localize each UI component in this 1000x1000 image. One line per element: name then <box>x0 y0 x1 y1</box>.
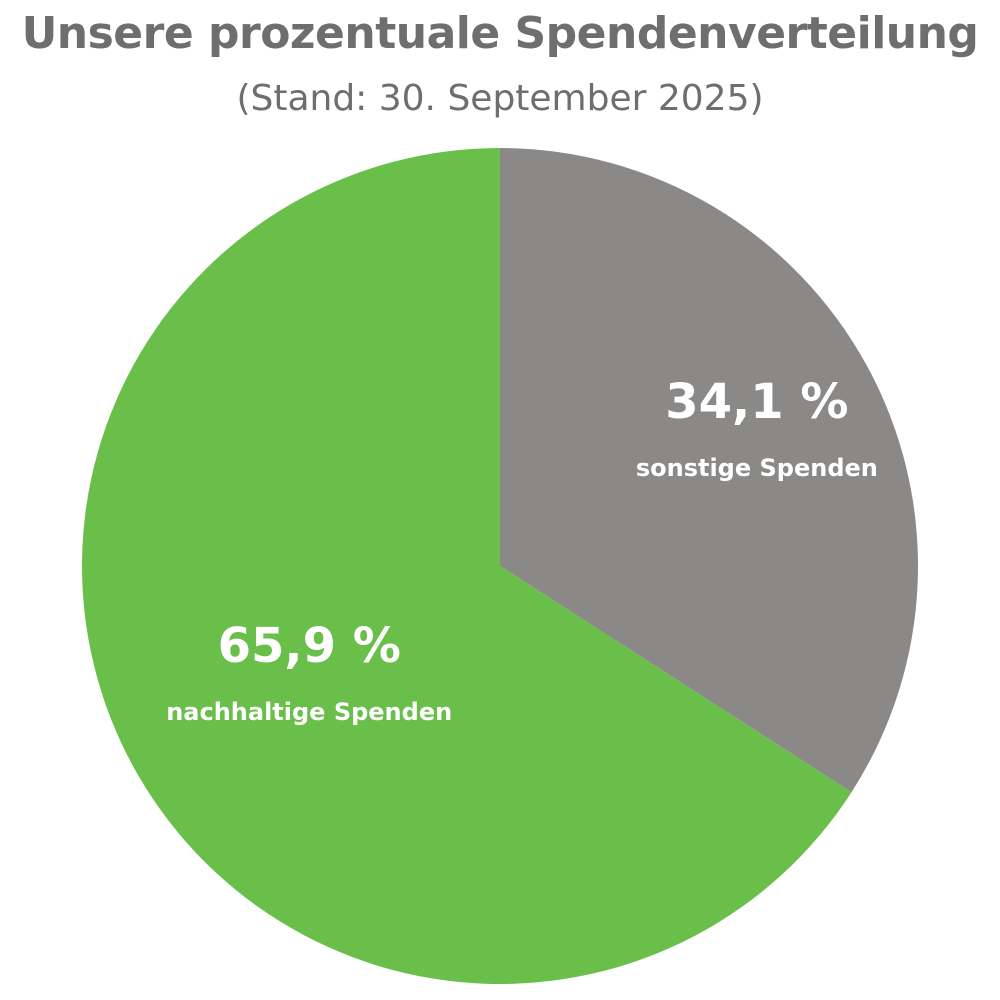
chart-subtitle: (Stand: 30. September 2025) <box>236 78 764 119</box>
slice-value-label: 65,9 % <box>218 618 401 674</box>
slice-category-label: sonstige Spenden <box>636 454 878 482</box>
slice-category-label: nachhaltige Spenden <box>166 698 452 726</box>
pie-slice-2 <box>81 148 852 985</box>
slice-value-label: 34,1 % <box>665 374 848 430</box>
chart-title: Unsere prozentuale Spendenverteilung <box>21 8 979 59</box>
pie-slice-1 <box>500 148 918 793</box>
